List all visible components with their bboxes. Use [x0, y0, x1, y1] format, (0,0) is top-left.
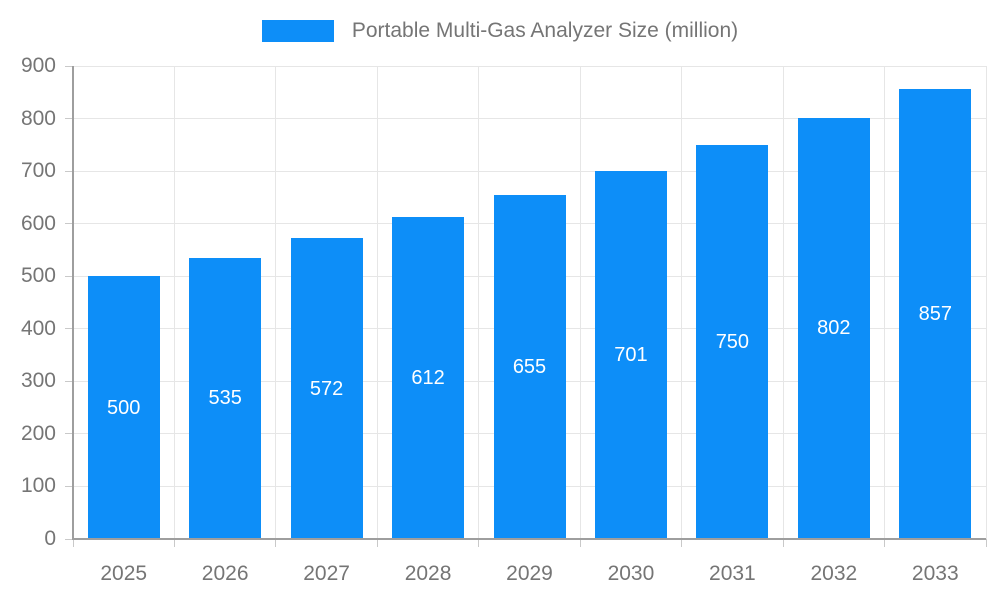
bar-2032 — [797, 117, 870, 539]
bar-2026 — [189, 257, 262, 539]
x-axis-tick — [72, 539, 74, 547]
y-axis-label: 100 — [20, 474, 56, 498]
gridline-vertical — [681, 66, 683, 539]
gridline-vertical — [782, 66, 784, 539]
y-axis-tick — [65, 485, 72, 487]
x-axis-tick — [884, 539, 886, 547]
gridline-vertical — [275, 66, 277, 539]
y-axis-tick — [65, 118, 72, 120]
x-axis-tick — [275, 539, 277, 547]
gridline-vertical — [884, 66, 886, 539]
x-axis-label: 2030 — [607, 562, 655, 585]
y-axis-tick — [65, 170, 72, 172]
y-axis-tick — [65, 275, 72, 277]
x-axis-label: 2027 — [303, 562, 350, 585]
x-axis-tick — [376, 539, 378, 547]
gridline-vertical — [579, 66, 581, 539]
y-axis-label: 300 — [20, 369, 56, 393]
y-axis-tick — [65, 538, 72, 540]
y-axis-tick — [65, 223, 72, 225]
y-axis-tick — [65, 433, 72, 435]
x-axis-label: 2031 — [709, 562, 756, 585]
x-axis-tick — [173, 539, 175, 547]
bar-value-label: 802 — [817, 317, 851, 340]
bar-2030 — [594, 170, 667, 539]
bar-value-label: 701 — [614, 343, 648, 366]
gridline-vertical — [985, 66, 987, 539]
bar-2025 — [87, 276, 160, 539]
x-axis-tick — [579, 539, 581, 547]
y-axis-label: 800 — [20, 106, 56, 130]
y-axis-label: 200 — [20, 421, 56, 445]
y-axis-tick — [65, 65, 72, 67]
gridline-vertical — [173, 66, 175, 539]
chart-legend: Portable Multi-Gas Analyzer Size (millio… — [0, 18, 1000, 44]
y-axis-label: 500 — [20, 264, 56, 288]
bar-2033 — [899, 88, 972, 539]
bar-2029 — [493, 194, 566, 539]
x-axis-tick — [985, 539, 987, 547]
x-axis-label: 2026 — [201, 562, 249, 585]
y-axis-label: 600 — [20, 211, 56, 235]
bar-value-label: 655 — [512, 355, 547, 378]
y-axis-line — [72, 66, 74, 540]
gridline-horizontal — [73, 118, 986, 120]
bar-2028 — [392, 217, 465, 539]
gridline-vertical — [478, 66, 480, 539]
bar-value-label: 572 — [309, 377, 344, 400]
legend-swatch — [261, 20, 334, 42]
x-axis-tick — [681, 539, 683, 547]
bar-value-label: 612 — [411, 367, 445, 390]
plot-area: 0 100 200 300 400 500 600 700 800 900 500 2025 535 20… — [21, 54, 987, 585]
gridline-vertical — [376, 66, 378, 539]
x-axis-label: 2033 — [911, 562, 959, 585]
y-axis-label: 0 — [44, 527, 56, 550]
x-axis-label: 2028 — [404, 562, 452, 585]
legend-label: Portable Multi-Gas Analyzer Size (millio… — [351, 19, 739, 42]
gridline-horizontal — [73, 65, 986, 67]
bar-value-label: 750 — [715, 330, 750, 353]
x-axis-line — [72, 538, 986, 540]
y-axis-tick — [65, 380, 72, 382]
x-axis-label: 2032 — [810, 562, 858, 585]
bar-value-label: 857 — [918, 302, 952, 325]
gridline-horizontal — [73, 170, 986, 172]
bar-2031 — [696, 144, 769, 539]
x-axis-tick — [782, 539, 784, 547]
bar-value-label: 500 — [107, 396, 141, 419]
x-axis-label: 2029 — [506, 562, 553, 585]
y-axis-tick — [65, 328, 72, 330]
x-axis-label: 2025 — [100, 562, 148, 585]
y-axis-label: 700 — [20, 159, 56, 183]
bar-value-label: 535 — [208, 387, 242, 410]
y-axis-label: 900 — [20, 54, 56, 77]
x-axis-tick — [478, 539, 480, 547]
y-axis-label: 400 — [20, 316, 56, 340]
bar-2027 — [290, 238, 363, 539]
